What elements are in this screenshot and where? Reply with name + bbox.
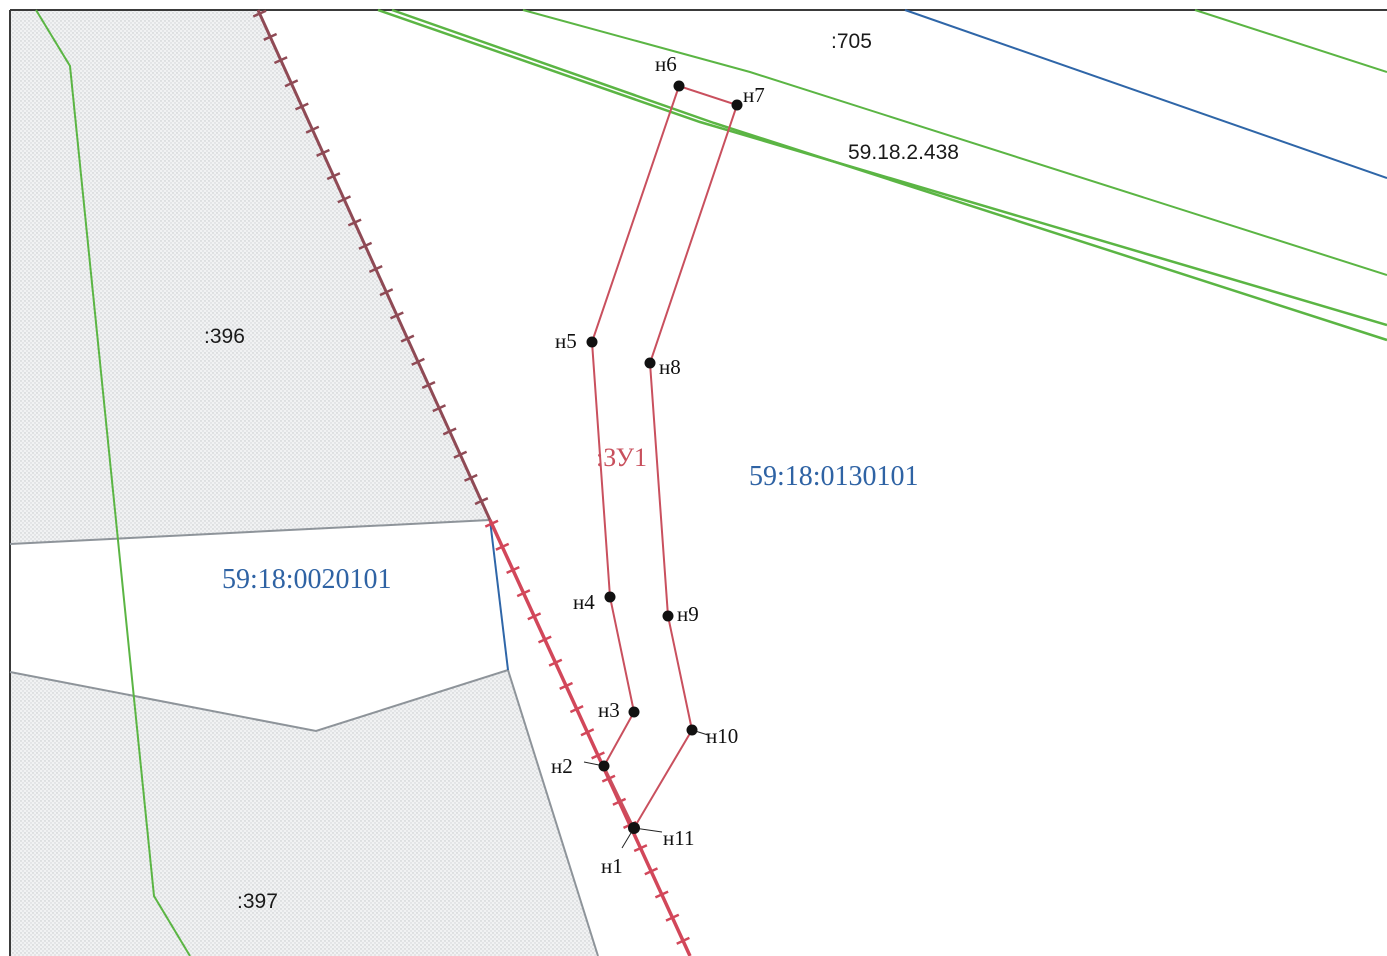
- red-line-tick-31: [580, 728, 595, 737]
- vertex-n1[interactable]: [628, 822, 640, 834]
- point-label-n5: н5: [555, 329, 577, 353]
- parcel-397-area[interactable]: [10, 670, 598, 956]
- red-line-tick-20: [463, 473, 478, 482]
- red-line-dark: [256, 9, 492, 521]
- zone-line-4: [1194, 9, 1387, 73]
- zone-line-1: [377, 8, 1387, 327]
- quarter-boundary-ne: [904, 9, 1387, 179]
- red-line-tick-3: [284, 79, 299, 88]
- red-line-tick-28: [548, 658, 563, 667]
- red-line-tick-27: [537, 635, 552, 644]
- parcel-border-upper: [9, 519, 491, 545]
- red-line-tick-2: [273, 56, 288, 65]
- red-line-tick-14: [400, 334, 415, 343]
- red-line-tick-22: [484, 519, 499, 528]
- vertex-n10[interactable]: [686, 724, 698, 736]
- parcel-border-lower: [9, 668, 599, 956]
- red-line-tick-5: [305, 125, 320, 134]
- point-label-n7: н7: [743, 83, 765, 107]
- plot-vertices: [586, 80, 743, 834]
- red-line-tick-38: [654, 890, 669, 899]
- vertex-n8[interactable]: [644, 357, 656, 369]
- quarter-label-0130101: 59:18:0130101: [749, 461, 919, 492]
- parcel-label-396: :396: [204, 325, 245, 348]
- red-line-tick-23: [495, 542, 510, 551]
- red-line-tick-16: [421, 380, 436, 390]
- red-line-tick-24: [506, 565, 520, 575]
- red-line-ticks: [252, 9, 690, 945]
- red-line-tick-33: [601, 774, 616, 783]
- red-line-tick-37: [644, 867, 659, 876]
- red-line-tick-29: [559, 681, 574, 690]
- red-line-tick-12: [379, 288, 394, 297]
- red-line-tick-34: [612, 797, 627, 806]
- red-line-tick-30: [569, 704, 584, 714]
- red-line-tick-8: [337, 195, 352, 204]
- quarter-label-0020101: 59:18:0020101: [222, 564, 392, 595]
- zone-line-3: [522, 9, 1387, 276]
- red-line-tick-26: [527, 612, 542, 621]
- quarter-boundary-segment: [489, 519, 509, 671]
- red-line-tick-18: [442, 427, 457, 436]
- vertex-n7[interactable]: [731, 99, 743, 111]
- red-line-tick-1: [263, 32, 278, 41]
- parcel-label-397: :397: [237, 890, 278, 913]
- red-line-tick-19: [453, 450, 468, 459]
- vertex-n2[interactable]: [598, 760, 610, 772]
- vertex-n4[interactable]: [604, 591, 616, 603]
- point-label-n1: н1: [601, 854, 623, 878]
- zone-label: 59.18.2.438: [848, 141, 959, 164]
- red-line-tick-10: [358, 241, 373, 250]
- red-line-tick-40: [676, 936, 690, 945]
- plot-label-zu1: :ЗУ1: [596, 443, 647, 472]
- point-label-n6: н6: [655, 52, 677, 76]
- red-line-tick-25: [516, 589, 531, 598]
- red-line-tick-4: [294, 102, 309, 111]
- red-line-tick-0: [252, 9, 267, 18]
- red-line-tick-39: [665, 913, 680, 922]
- vertex-n9[interactable]: [662, 610, 674, 622]
- point-label-n11: н11: [663, 826, 694, 850]
- red-line-tick-32: [591, 751, 605, 760]
- red-line-tick-15: [411, 357, 425, 366]
- red-line-tick-21: [474, 497, 489, 506]
- point-label-n2: н2: [551, 754, 573, 778]
- red-line-tick-6: [316, 148, 330, 157]
- point-label-n4: н4: [573, 590, 595, 614]
- point-label-n8: н8: [659, 355, 681, 379]
- red-line-tick-17: [432, 404, 447, 413]
- point-label-n3: н3: [598, 698, 620, 722]
- parcel-396-area[interactable]: [10, 10, 490, 544]
- point-label-n10: н10: [706, 724, 738, 748]
- zone-line-2: [391, 8, 1387, 342]
- parcel-label-705: :705: [831, 30, 872, 53]
- vertex-n6[interactable]: [673, 80, 685, 92]
- red-line-tick-11: [368, 264, 383, 274]
- red-line-tick-13: [389, 311, 404, 320]
- zone-line-west: [35, 9, 191, 956]
- red-line-tick-36: [633, 844, 648, 853]
- point-label-n9: н9: [677, 602, 699, 626]
- red-line-tick-9: [347, 218, 362, 227]
- vertex-n5[interactable]: [586, 336, 598, 348]
- vertex-n3[interactable]: [628, 706, 640, 718]
- red-line-tick-7: [326, 172, 341, 181]
